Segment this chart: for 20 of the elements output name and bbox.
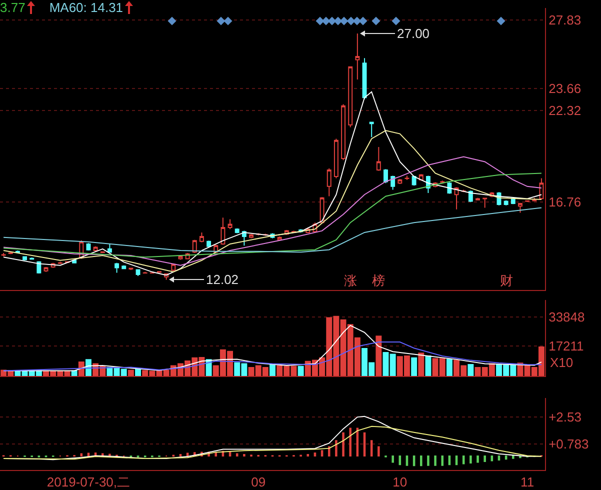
y-tick-label: 22.32 [548,102,582,118]
y-tick-label: 16.76 [548,194,582,210]
annotation: 27.00 [397,26,430,41]
y-tick-label: +0.783 [548,436,589,452]
y-tick-label: 17211 [548,338,584,354]
y-tick-label: +2.53 [548,409,582,424]
x-tick-label: 10 [392,474,408,490]
annotation: 财 [500,273,513,288]
y-tick-label: 27.83 [548,12,582,28]
annotation: MA60: 14.31 [49,0,124,15]
annotation: 12.02 [206,272,239,287]
x-tick-label: 11 [520,474,534,490]
x-tick-label: 09 [251,474,266,490]
y-tick-label: 33848 [548,310,585,325]
annotation: 3.77 [0,0,26,15]
annotation: 涨 [344,273,357,288]
y-tick-label: 23.66 [548,80,582,96]
annotation: 榜 [372,273,385,288]
text: X10 [550,355,574,370]
x-tick-label: 2019-07-30,二 [46,474,130,490]
